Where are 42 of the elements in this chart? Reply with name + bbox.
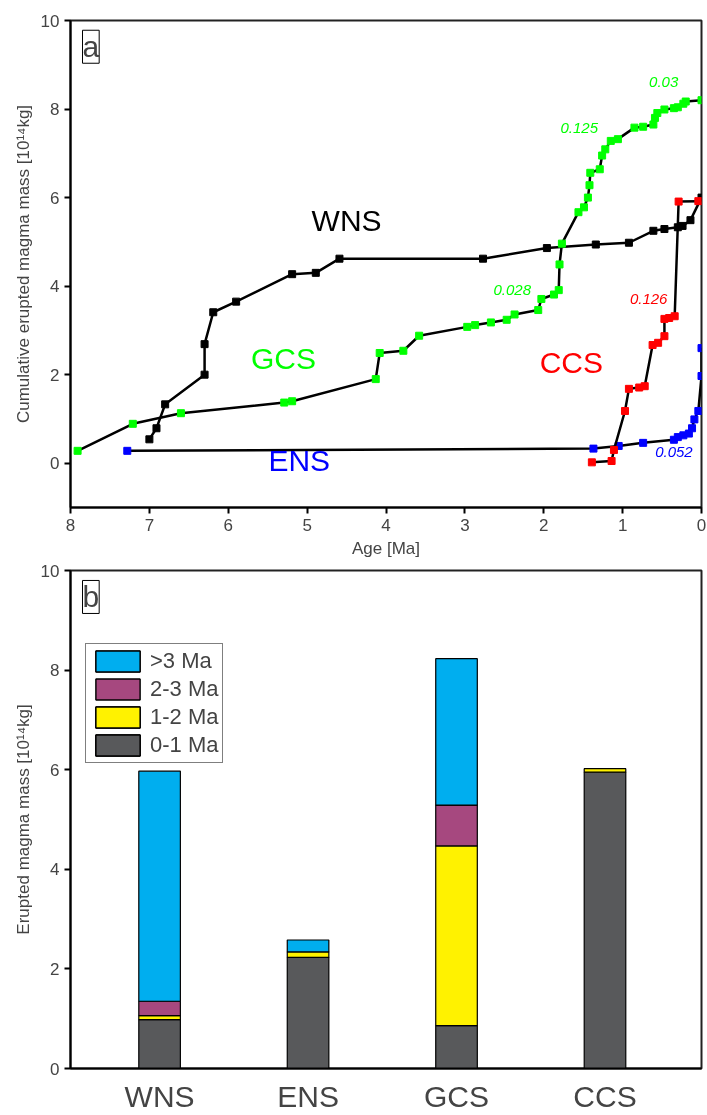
y-tick-label: 0 [50, 454, 60, 474]
x-tick-label: 0 [696, 515, 707, 535]
x-tick-label: 8 [65, 515, 76, 535]
y-tick-label: 2 [50, 365, 60, 385]
annotation: 0.028 [493, 280, 532, 298]
y-tick-label: 0 [50, 1059, 60, 1079]
y-tick-label: 6 [50, 760, 60, 780]
series-label: WNS [311, 204, 382, 238]
legend-label: 2-3 Ma [150, 676, 219, 702]
x-tick-label: 2 [539, 515, 549, 535]
y-axis-title: Cumulative erupted magma mass [10¹⁴kg] [13, 104, 33, 424]
y-axis-title: Erupted magma mass [10¹⁴kg] [13, 704, 33, 935]
y-tick-label: 8 [50, 100, 60, 120]
x-tick-label: 7 [144, 515, 155, 535]
annotation: 0.03 [649, 72, 679, 90]
series-label: CCS [539, 346, 604, 380]
y-tick-label: 4 [50, 860, 60, 880]
legend-label: >3 Ma [150, 648, 212, 674]
x-axis-title: Age [Ma] [351, 538, 421, 558]
annotation: 0.052 [655, 442, 694, 460]
x-tick-label: 3 [460, 515, 470, 535]
y-tick-label: 6 [50, 188, 60, 208]
y-tick-label: 4 [50, 277, 60, 297]
legend-label: 1-2 Ma [150, 704, 219, 730]
x-tick-label: 1 [617, 515, 628, 535]
annotation: b [82, 580, 100, 614]
legend-label: 0-1 Ma [150, 732, 219, 758]
x-tick-label: 6 [223, 515, 233, 535]
x-tick-label: 5 [302, 515, 312, 535]
x-tick-label: 4 [381, 515, 391, 535]
y-tick-label: 8 [50, 661, 60, 681]
annotation: 0.125 [560, 119, 599, 137]
x-tick-label: CCS [573, 1079, 637, 1113]
series-label: ENS [268, 443, 331, 477]
x-tick-label: ENS [277, 1079, 339, 1113]
annotation: 0.126 [629, 289, 669, 307]
y-tick-label: 2 [50, 959, 60, 979]
x-tick-label: GCS [424, 1079, 490, 1113]
x-tick-label: WNS [124, 1079, 195, 1113]
series-label: GCS [250, 341, 316, 375]
y-tick-label: 10 [40, 561, 60, 581]
y-tick-label: 10 [40, 11, 60, 31]
